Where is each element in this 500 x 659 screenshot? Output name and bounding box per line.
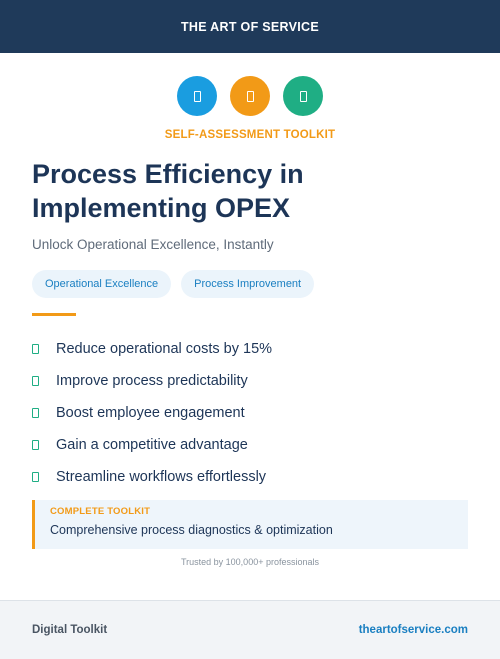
benefit-text: Gain a competitive advantage [56,437,248,453]
page-title: Process Efficiency in Implementing OPEX [32,159,304,223]
toolkit-callout: COMPLETE TOOLKIT Comprehensive process d… [32,500,468,549]
benefit-item: Streamline workflows effortlessly [32,461,272,493]
check-icon [32,376,39,386]
blue-document-icon [177,76,217,116]
subtitle: Unlock Operational Excellence, Instantly [32,237,274,252]
check-icon [32,472,39,482]
icon-row [0,76,500,116]
green-document-icon [283,76,323,116]
benefit-item: Gain a competitive advantage [32,429,272,461]
trust-note: Trusted by 100,000+ professionals [180,557,319,567]
footer: Digital Toolkit theartofservice.com [0,600,500,659]
check-icon [32,440,39,450]
benefit-text: Improve process predictability [56,373,248,389]
callout-label: COMPLETE TOOLKIT [50,506,151,517]
tag-process-improvement: Process Improvement [181,270,315,298]
benefits-list: Reduce operational costs by 15% Improve … [32,333,272,493]
footer-label: Digital Toolkit [32,624,108,636]
benefit-item: Reduce operational costs by 15% [32,333,272,365]
benefit-text: Streamline workflows effortlessly [56,469,267,485]
tag-operational-excellence: Operational Excellence [32,270,172,298]
check-icon [32,408,39,418]
benefit-item: Improve process predictability [32,365,272,397]
header-bar: THE ART OF SERVICE [0,0,500,53]
tag-list: Operational Excellence Process Improveme… [32,270,315,298]
benefit-text: Reduce operational costs by 15% [56,341,273,357]
accent-divider [32,313,76,316]
kicker-label: SELF-ASSESSMENT TOOLKIT [164,129,336,141]
benefit-text: Boost employee engagement [56,405,245,421]
brand-name: THE ART OF SERVICE [180,19,320,34]
benefit-item: Boost employee engagement [32,397,272,429]
callout-text: Comprehensive process diagnostics & opti… [50,523,333,537]
website-link[interactable]: theartofservice.com [358,624,468,636]
orange-document-icon [230,76,270,116]
check-icon [32,344,39,354]
